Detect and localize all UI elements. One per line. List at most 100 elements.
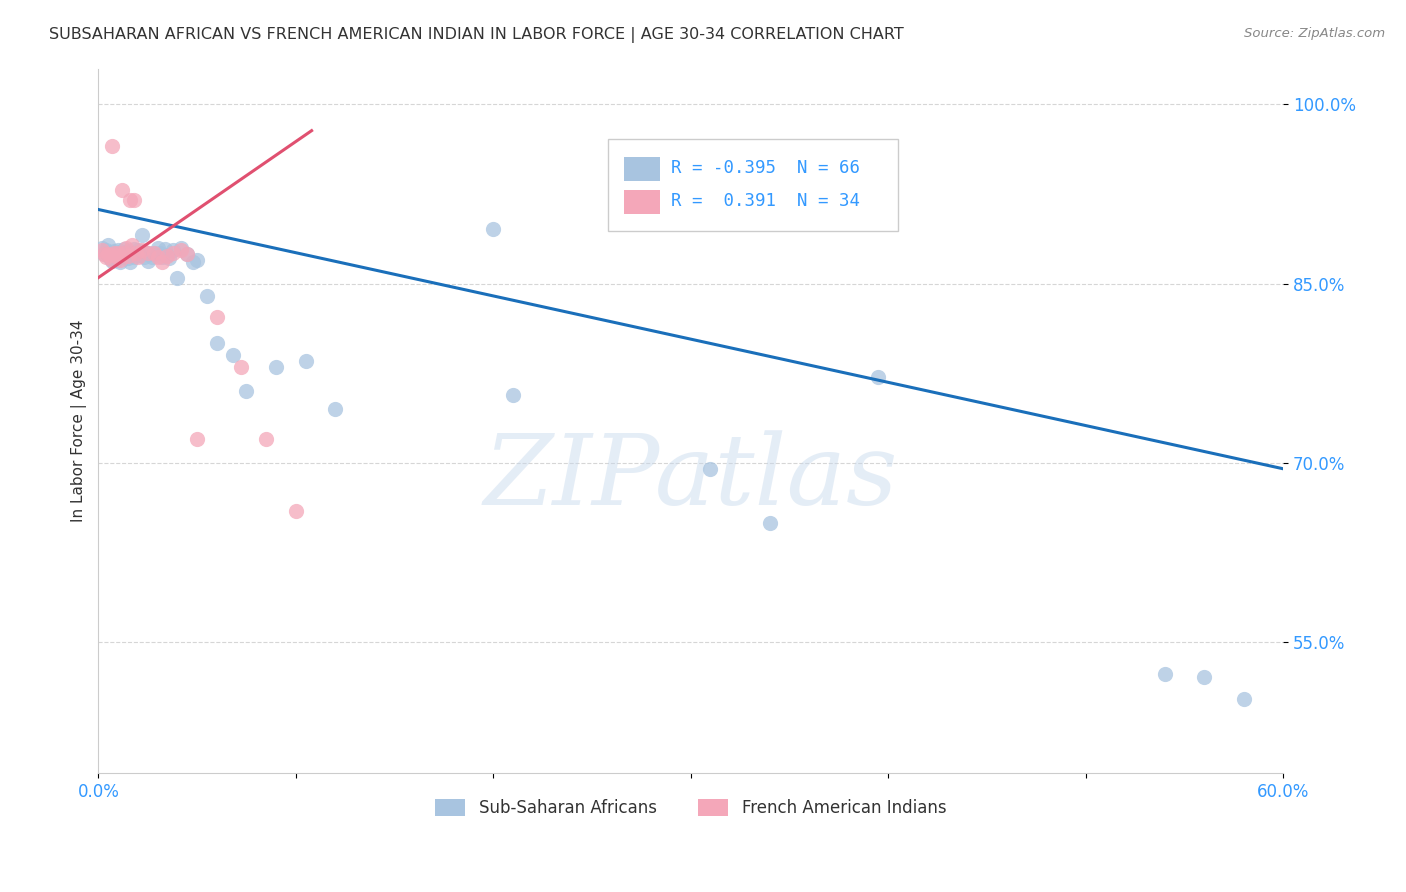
Point [254, 432, 277, 446]
Point [91, 241, 114, 255]
Point [103, 250, 125, 264]
Point [156, 249, 179, 263]
Point [108, 255, 131, 269]
Point [868, 369, 890, 384]
Point [131, 227, 153, 242]
Text: R = -0.395  N = 66: R = -0.395 N = 66 [671, 159, 859, 177]
Point [118, 248, 141, 262]
Point [117, 252, 139, 266]
Point [112, 242, 135, 256]
Point [107, 243, 129, 257]
Point [117, 249, 139, 263]
Point [121, 245, 143, 260]
Point [105, 252, 128, 267]
Point [96, 250, 118, 264]
Point [131, 243, 153, 257]
Point [159, 252, 181, 266]
Text: SUBSAHARAN AFRICAN VS FRENCH AMERICAN INDIAN IN LABOR FORCE | AGE 30-34 CORRELAT: SUBSAHARAN AFRICAN VS FRENCH AMERICAN IN… [49, 27, 904, 43]
Point [101, 139, 124, 153]
Point [162, 243, 184, 257]
FancyBboxPatch shape [607, 139, 898, 231]
Point [108, 246, 131, 260]
Point [122, 250, 145, 264]
Point [128, 248, 150, 262]
Text: R =  0.391  N = 34: R = 0.391 N = 34 [671, 192, 859, 210]
Text: Source: ZipAtlas.com: Source: ZipAtlas.com [1244, 27, 1385, 40]
Point [93, 246, 115, 260]
Point [98, 248, 121, 262]
Point [97, 238, 120, 252]
Point [699, 462, 721, 476]
Point [125, 245, 148, 260]
Point [103, 245, 125, 260]
Point [502, 387, 524, 401]
Point [111, 183, 134, 197]
Point [118, 193, 141, 207]
FancyBboxPatch shape [624, 190, 659, 214]
Point [205, 336, 228, 351]
Point [181, 255, 204, 269]
Point [136, 245, 159, 260]
Point [264, 360, 287, 375]
Point [125, 245, 148, 260]
Point [136, 253, 159, 268]
Point [205, 310, 228, 324]
Point [97, 246, 120, 260]
Point [105, 249, 128, 263]
FancyBboxPatch shape [624, 157, 659, 180]
Point [98, 252, 121, 266]
Point [323, 402, 346, 417]
Point [294, 354, 316, 368]
Point [1153, 667, 1175, 681]
Point [186, 432, 208, 446]
Point [103, 244, 125, 259]
Point [105, 245, 128, 260]
Y-axis label: In Labor Force | Age 30-34: In Labor Force | Age 30-34 [72, 319, 87, 522]
Point [97, 248, 120, 262]
Point [221, 348, 243, 362]
Point [155, 242, 177, 256]
Point [138, 246, 160, 260]
Point [195, 288, 218, 302]
Point [115, 241, 138, 255]
Point [91, 243, 114, 257]
Point [121, 238, 143, 252]
Point [1192, 670, 1215, 684]
Legend: Sub-Saharan Africans, French American Indians: Sub-Saharan Africans, French American In… [427, 790, 955, 825]
Point [166, 270, 188, 285]
Point [93, 246, 115, 260]
Point [235, 384, 257, 398]
Point [150, 250, 173, 264]
Point [101, 249, 124, 263]
Text: ZIPatlas: ZIPatlas [484, 430, 898, 525]
Point [284, 503, 307, 517]
Point [170, 243, 193, 257]
Point [112, 245, 135, 260]
Point [115, 249, 138, 263]
Point [758, 516, 780, 530]
Point [186, 252, 208, 267]
Point [98, 245, 121, 260]
Point [162, 245, 184, 260]
Point [107, 249, 129, 263]
Point [117, 244, 139, 259]
Point [122, 242, 145, 256]
Point [111, 245, 134, 260]
Point [101, 253, 124, 268]
Point [142, 245, 165, 260]
Point [127, 243, 149, 257]
Point [96, 243, 118, 257]
Point [146, 250, 169, 264]
Point [132, 250, 155, 264]
Point [176, 246, 198, 260]
Point [176, 246, 198, 260]
Point [118, 255, 141, 269]
Point [482, 221, 505, 235]
Point [136, 245, 159, 260]
Point [107, 245, 129, 260]
Point [170, 241, 193, 255]
Point [111, 250, 134, 264]
Point [112, 246, 135, 260]
Point [142, 245, 165, 260]
Point [229, 360, 252, 375]
